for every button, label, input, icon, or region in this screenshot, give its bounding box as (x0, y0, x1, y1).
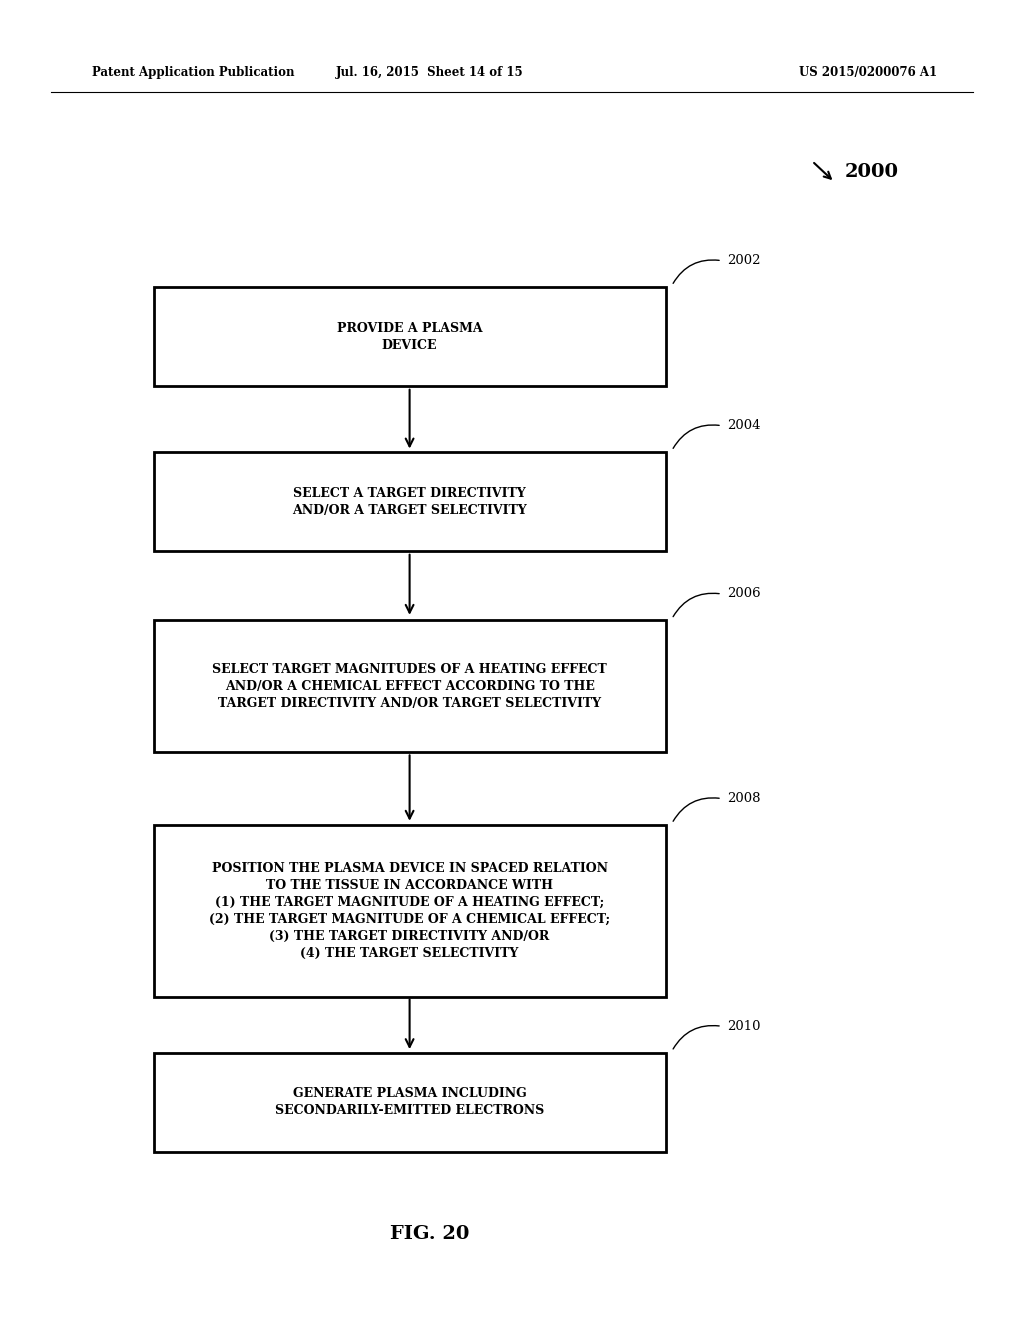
Text: Jul. 16, 2015  Sheet 14 of 15: Jul. 16, 2015 Sheet 14 of 15 (336, 66, 524, 79)
FancyBboxPatch shape (154, 1053, 666, 1151)
FancyBboxPatch shape (154, 825, 666, 997)
Text: US 2015/0200076 A1: US 2015/0200076 A1 (799, 66, 937, 79)
Text: 2002: 2002 (727, 255, 761, 267)
Text: 2004: 2004 (727, 420, 761, 432)
FancyBboxPatch shape (154, 620, 666, 752)
Text: FIG. 20: FIG. 20 (390, 1225, 470, 1243)
FancyBboxPatch shape (154, 288, 666, 385)
Text: 2000: 2000 (845, 162, 899, 181)
Text: 2006: 2006 (727, 587, 761, 601)
Text: PROVIDE A PLASMA
DEVICE: PROVIDE A PLASMA DEVICE (337, 322, 482, 351)
Text: SELECT A TARGET DIRECTIVITY
AND/OR A TARGET SELECTIVITY: SELECT A TARGET DIRECTIVITY AND/OR A TAR… (292, 487, 527, 516)
Text: Patent Application Publication: Patent Application Publication (92, 66, 295, 79)
Text: SELECT TARGET MAGNITUDES OF A HEATING EFFECT
AND/OR A CHEMICAL EFFECT ACCORDING : SELECT TARGET MAGNITUDES OF A HEATING EF… (212, 663, 607, 710)
Text: 2010: 2010 (727, 1020, 761, 1032)
FancyBboxPatch shape (154, 451, 666, 552)
Text: 2008: 2008 (727, 792, 761, 805)
Text: GENERATE PLASMA INCLUDING
SECONDARILY-EMITTED ELECTRONS: GENERATE PLASMA INCLUDING SECONDARILY-EM… (275, 1088, 544, 1117)
Text: POSITION THE PLASMA DEVICE IN SPACED RELATION
TO THE TISSUE IN ACCORDANCE WITH
(: POSITION THE PLASMA DEVICE IN SPACED REL… (209, 862, 610, 960)
